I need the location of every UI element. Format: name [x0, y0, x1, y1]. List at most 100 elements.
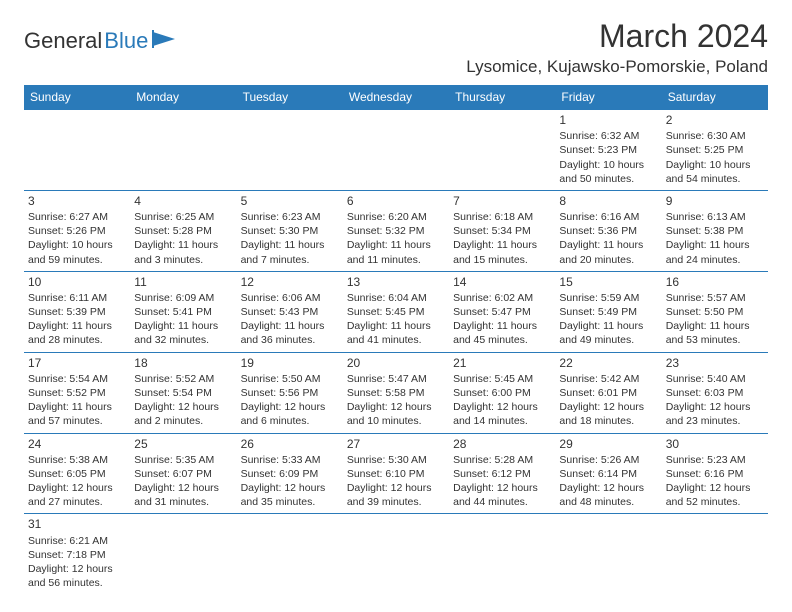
- day-number: 16: [666, 274, 764, 290]
- calendar-cell: 14Sunrise: 6:02 AMSunset: 5:47 PMDayligh…: [449, 271, 555, 352]
- sunset-line: Sunset: 5:26 PM: [28, 224, 126, 238]
- day-number: 23: [666, 355, 764, 371]
- day-number: 7: [453, 193, 551, 209]
- day-number: 19: [241, 355, 339, 371]
- day-header: Friday: [555, 85, 661, 110]
- day-number: 4: [134, 193, 232, 209]
- calendar-cell: 11Sunrise: 6:09 AMSunset: 5:41 PMDayligh…: [130, 271, 236, 352]
- daylight-line-2: and 24 minutes.: [666, 253, 764, 267]
- calendar-cell: 18Sunrise: 5:52 AMSunset: 5:54 PMDayligh…: [130, 352, 236, 433]
- sunset-line: Sunset: 6:16 PM: [666, 467, 764, 481]
- calendar-row: 1Sunrise: 6:32 AMSunset: 5:23 PMDaylight…: [24, 110, 768, 191]
- daylight-line-2: and 23 minutes.: [666, 414, 764, 428]
- daylight-line-1: Daylight: 12 hours: [453, 400, 551, 414]
- calendar-cell: 20Sunrise: 5:47 AMSunset: 5:58 PMDayligh…: [343, 352, 449, 433]
- calendar-cell: 15Sunrise: 5:59 AMSunset: 5:49 PMDayligh…: [555, 271, 661, 352]
- sunset-line: Sunset: 6:05 PM: [28, 467, 126, 481]
- sunrise-line: Sunrise: 5:40 AM: [666, 372, 764, 386]
- calendar-row: 31Sunrise: 6:21 AMSunset: 7:18 PMDayligh…: [24, 514, 768, 594]
- day-number: 2: [666, 112, 764, 128]
- daylight-line-2: and 2 minutes.: [134, 414, 232, 428]
- daylight-line-2: and 7 minutes.: [241, 253, 339, 267]
- day-header: Saturday: [662, 85, 768, 110]
- day-number: 29: [559, 436, 657, 452]
- daylight-line-1: Daylight: 12 hours: [666, 400, 764, 414]
- sunrise-line: Sunrise: 6:30 AM: [666, 129, 764, 143]
- calendar-cell-empty: [449, 514, 555, 594]
- calendar-header-row: SundayMondayTuesdayWednesdayThursdayFrid…: [24, 85, 768, 110]
- daylight-line-1: Daylight: 11 hours: [559, 238, 657, 252]
- daylight-line-1: Daylight: 11 hours: [666, 238, 764, 252]
- daylight-line-1: Daylight: 11 hours: [28, 400, 126, 414]
- daylight-line-2: and 39 minutes.: [347, 495, 445, 509]
- logo-text-1: General: [24, 28, 102, 54]
- daylight-line-1: Daylight: 11 hours: [347, 319, 445, 333]
- page: GeneralBlue March 2024 Lysomice, Kujawsk…: [0, 0, 792, 612]
- calendar-cell: 13Sunrise: 6:04 AMSunset: 5:45 PMDayligh…: [343, 271, 449, 352]
- day-number: 6: [347, 193, 445, 209]
- daylight-line-2: and 28 minutes.: [28, 333, 126, 347]
- sunrise-line: Sunrise: 6:18 AM: [453, 210, 551, 224]
- daylight-line-1: Daylight: 11 hours: [28, 319, 126, 333]
- calendar-cell-empty: [343, 110, 449, 191]
- daylight-line-2: and 57 minutes.: [28, 414, 126, 428]
- sunset-line: Sunset: 5:32 PM: [347, 224, 445, 238]
- calendar-cell: 24Sunrise: 5:38 AMSunset: 6:05 PMDayligh…: [24, 433, 130, 514]
- sunset-line: Sunset: 5:43 PM: [241, 305, 339, 319]
- sunset-line: Sunset: 6:01 PM: [559, 386, 657, 400]
- daylight-line-2: and 49 minutes.: [559, 333, 657, 347]
- title-block: March 2024 Lysomice, Kujawsko-Pomorskie,…: [466, 18, 768, 77]
- sunset-line: Sunset: 5:47 PM: [453, 305, 551, 319]
- calendar-cell: 28Sunrise: 5:28 AMSunset: 6:12 PMDayligh…: [449, 433, 555, 514]
- daylight-line-1: Daylight: 12 hours: [666, 481, 764, 495]
- calendar-cell: 4Sunrise: 6:25 AMSunset: 5:28 PMDaylight…: [130, 190, 236, 271]
- calendar-cell-empty: [130, 110, 236, 191]
- calendar-cell: 17Sunrise: 5:54 AMSunset: 5:52 PMDayligh…: [24, 352, 130, 433]
- calendar-cell: 7Sunrise: 6:18 AMSunset: 5:34 PMDaylight…: [449, 190, 555, 271]
- calendar-cell-empty: [662, 514, 768, 594]
- sunrise-line: Sunrise: 6:27 AM: [28, 210, 126, 224]
- day-number: 11: [134, 274, 232, 290]
- sunset-line: Sunset: 5:34 PM: [453, 224, 551, 238]
- logo-text-2: Blue: [104, 28, 148, 54]
- calendar-cell: 23Sunrise: 5:40 AMSunset: 6:03 PMDayligh…: [662, 352, 768, 433]
- sunrise-line: Sunrise: 5:30 AM: [347, 453, 445, 467]
- calendar-body: 1Sunrise: 6:32 AMSunset: 5:23 PMDaylight…: [24, 110, 768, 595]
- sunset-line: Sunset: 6:12 PM: [453, 467, 551, 481]
- sunset-line: Sunset: 5:49 PM: [559, 305, 657, 319]
- daylight-line-2: and 50 minutes.: [559, 172, 657, 186]
- calendar-row: 3Sunrise: 6:27 AMSunset: 5:26 PMDaylight…: [24, 190, 768, 271]
- daylight-line-1: Daylight: 12 hours: [134, 400, 232, 414]
- flag-icon: [152, 30, 178, 53]
- calendar-cell: 8Sunrise: 6:16 AMSunset: 5:36 PMDaylight…: [555, 190, 661, 271]
- daylight-line-1: Daylight: 10 hours: [559, 158, 657, 172]
- sunrise-line: Sunrise: 5:57 AM: [666, 291, 764, 305]
- sunrise-line: Sunrise: 5:33 AM: [241, 453, 339, 467]
- sunset-line: Sunset: 5:56 PM: [241, 386, 339, 400]
- sunrise-line: Sunrise: 6:25 AM: [134, 210, 232, 224]
- sunrise-line: Sunrise: 6:21 AM: [28, 534, 126, 548]
- day-number: 18: [134, 355, 232, 371]
- sunset-line: Sunset: 5:50 PM: [666, 305, 764, 319]
- daylight-line-2: and 3 minutes.: [134, 253, 232, 267]
- location: Lysomice, Kujawsko-Pomorskie, Poland: [466, 57, 768, 77]
- sunrise-line: Sunrise: 5:54 AM: [28, 372, 126, 386]
- daylight-line-1: Daylight: 12 hours: [241, 400, 339, 414]
- sunset-line: Sunset: 5:25 PM: [666, 143, 764, 157]
- daylight-line-2: and 48 minutes.: [559, 495, 657, 509]
- daylight-line-1: Daylight: 12 hours: [453, 481, 551, 495]
- day-number: 14: [453, 274, 551, 290]
- calendar-cell: 25Sunrise: 5:35 AMSunset: 6:07 PMDayligh…: [130, 433, 236, 514]
- daylight-line-2: and 52 minutes.: [666, 495, 764, 509]
- sunrise-line: Sunrise: 5:23 AM: [666, 453, 764, 467]
- sunset-line: Sunset: 5:23 PM: [559, 143, 657, 157]
- daylight-line-2: and 53 minutes.: [666, 333, 764, 347]
- logo: GeneralBlue: [24, 28, 178, 54]
- calendar-cell: 26Sunrise: 5:33 AMSunset: 6:09 PMDayligh…: [237, 433, 343, 514]
- calendar-cell: 27Sunrise: 5:30 AMSunset: 6:10 PMDayligh…: [343, 433, 449, 514]
- daylight-line-1: Daylight: 11 hours: [347, 238, 445, 252]
- day-header: Monday: [130, 85, 236, 110]
- daylight-line-2: and 31 minutes.: [134, 495, 232, 509]
- daylight-line-2: and 32 minutes.: [134, 333, 232, 347]
- calendar-cell: 9Sunrise: 6:13 AMSunset: 5:38 PMDaylight…: [662, 190, 768, 271]
